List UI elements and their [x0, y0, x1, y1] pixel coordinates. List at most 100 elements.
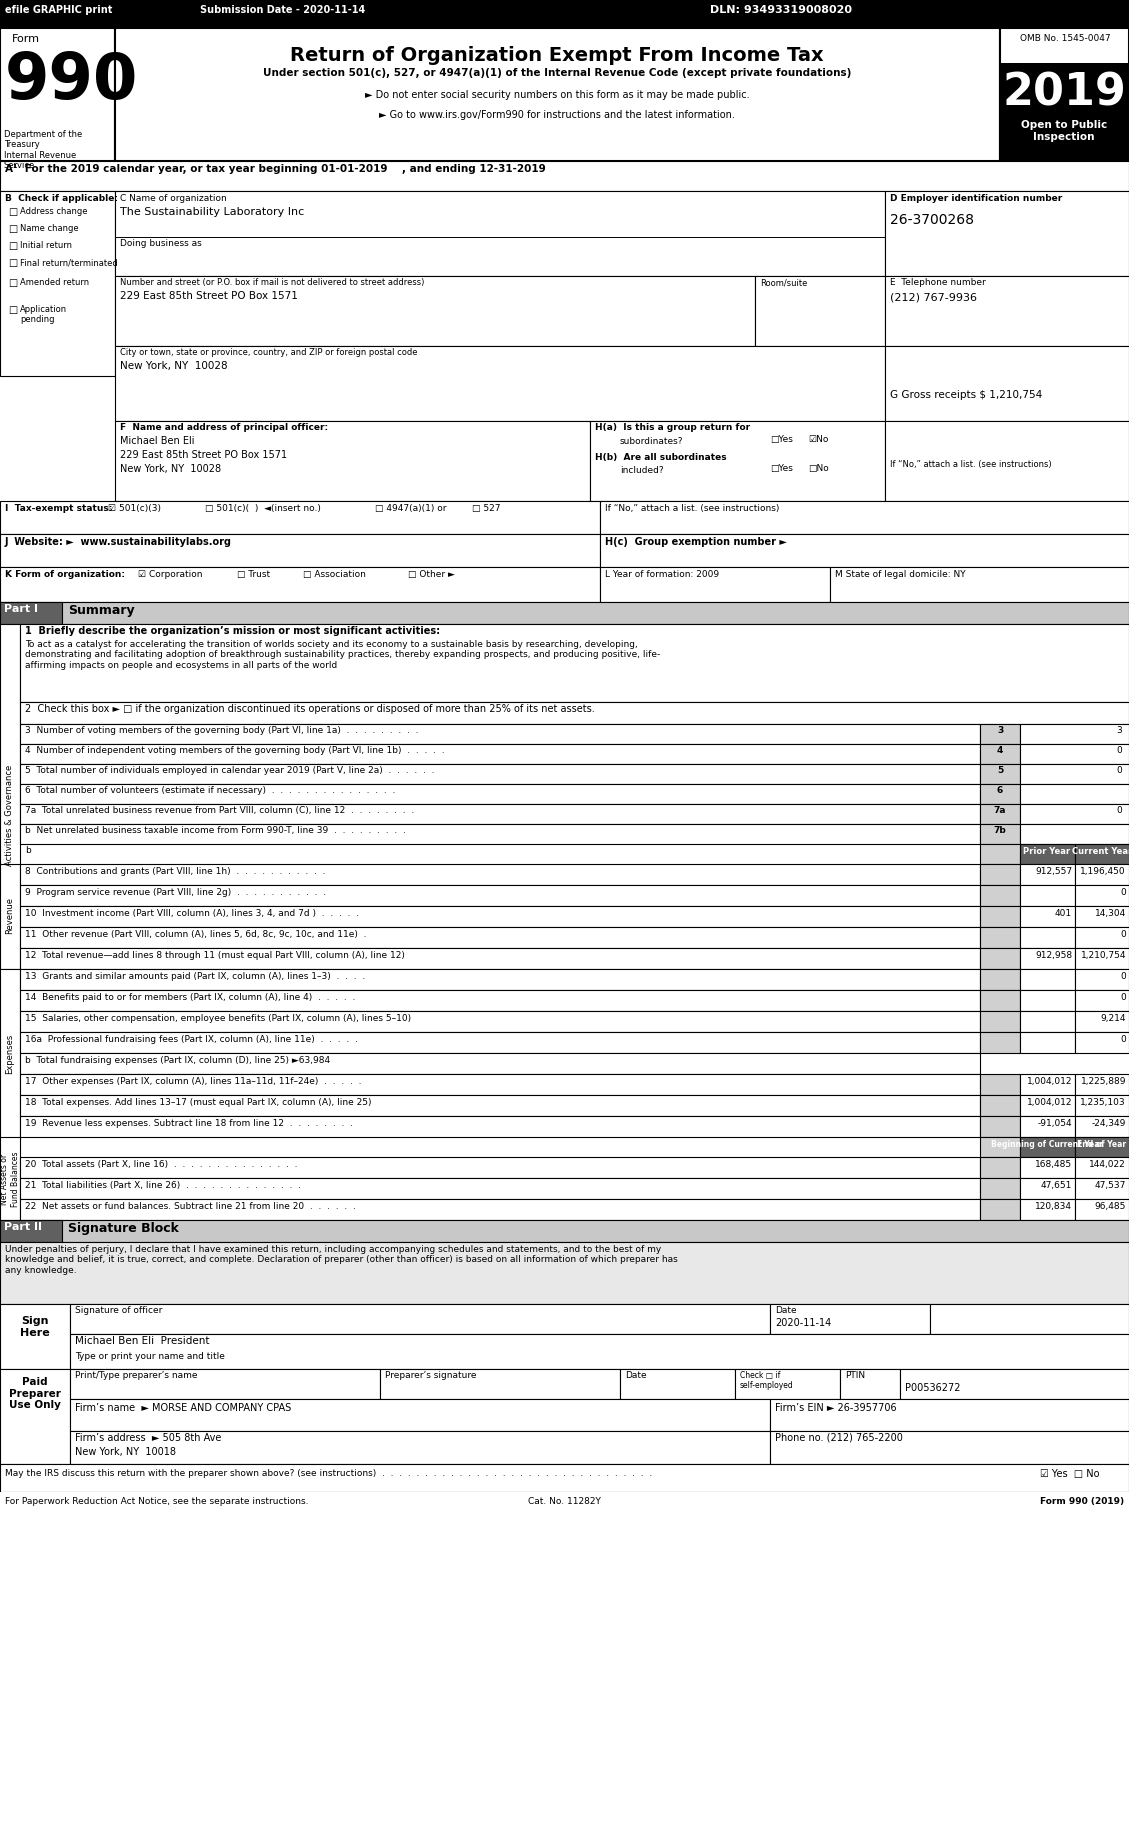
Text: 0: 0 — [1117, 766, 1122, 775]
Bar — [980, 744, 1019, 764]
Bar — [980, 1178, 1019, 1199]
Text: Amended return: Amended return — [20, 278, 89, 287]
Text: 15  Salaries, other compensation, employee benefits (Part IX, column (A), lines : 15 Salaries, other compensation, employe… — [25, 1014, 411, 1023]
Text: 6: 6 — [997, 786, 1004, 795]
Text: ► Go to www.irs.gov/Form990 for instructions and the latest information.: ► Go to www.irs.gov/Form990 for instruct… — [379, 110, 735, 121]
Bar — [980, 990, 1019, 1010]
Bar — [735, 1368, 840, 1399]
Text: Activities & Governance: Activities & Governance — [6, 764, 15, 866]
Bar — [20, 824, 980, 844]
Bar — [840, 1368, 900, 1399]
Text: 3: 3 — [1117, 725, 1122, 734]
Bar — [0, 27, 115, 161]
Text: 7a: 7a — [994, 806, 1006, 815]
Text: 1,004,012: 1,004,012 — [1026, 1098, 1073, 1107]
Text: □: □ — [8, 241, 17, 250]
Text: Firm’s name  ► MORSE AND COMPANY CPAS: Firm’s name ► MORSE AND COMPANY CPAS — [75, 1403, 291, 1412]
Bar — [20, 948, 980, 968]
Text: 6  Total number of volunteers (estimate if necessary)  .  .  .  .  .  .  .  .  .: 6 Total number of volunteers (estimate i… — [25, 786, 395, 795]
Text: □No: □No — [808, 464, 829, 473]
Bar — [980, 1156, 1019, 1178]
Text: 229 East 85th Street PO Box 1571: 229 East 85th Street PO Box 1571 — [120, 449, 287, 460]
Text: 0: 0 — [1117, 806, 1122, 815]
Bar — [20, 702, 1129, 723]
Bar — [1019, 1010, 1075, 1032]
Bar — [20, 884, 980, 906]
Text: 0: 0 — [1120, 972, 1126, 981]
Text: L Year of formation: 2009: L Year of formation: 2009 — [605, 570, 719, 579]
Text: 0: 0 — [1120, 994, 1126, 1001]
Bar — [20, 625, 1129, 702]
Text: ► Do not enter social security numbers on this form as it may be made public.: ► Do not enter social security numbers o… — [365, 90, 750, 100]
Text: 1,196,450: 1,196,450 — [1080, 868, 1126, 875]
Bar — [1019, 1032, 1075, 1052]
Bar — [1019, 723, 1129, 744]
Bar — [1075, 844, 1129, 864]
Text: 0: 0 — [1117, 745, 1122, 755]
Bar — [1075, 884, 1129, 906]
Bar — [1019, 844, 1075, 864]
Bar — [980, 884, 1019, 906]
Bar — [115, 192, 885, 276]
Text: 2  Check this box ► □ if the organization discontinued its operations or dispose: 2 Check this box ► □ if the organization… — [25, 703, 595, 714]
Text: Signature of officer: Signature of officer — [75, 1306, 163, 1315]
Text: -91,054: -91,054 — [1038, 1118, 1073, 1127]
Bar — [20, 1032, 980, 1052]
Text: To act as a catalyst for accelerating the transition of worlds society and its e: To act as a catalyst for accelerating th… — [25, 639, 660, 671]
Text: Revenue: Revenue — [6, 897, 15, 934]
Text: b  Total fundraising expenses (Part IX, column (D), line 25) ►63,984: b Total fundraising expenses (Part IX, c… — [25, 1056, 330, 1065]
Text: May the IRS discuss this return with the preparer shown above? (see instructions: May the IRS discuss this return with the… — [5, 1469, 653, 1478]
Text: Department of the
Treasury
Internal Revenue
Service: Department of the Treasury Internal Reve… — [5, 130, 82, 170]
Text: Date: Date — [774, 1306, 797, 1315]
Bar — [770, 1431, 1129, 1463]
Text: 1,004,012: 1,004,012 — [1026, 1076, 1073, 1085]
Text: -24,349: -24,349 — [1092, 1118, 1126, 1127]
Bar — [0, 864, 20, 968]
Text: Print/Type preparer’s name: Print/Type preparer’s name — [75, 1370, 198, 1379]
Bar — [1019, 864, 1075, 884]
Text: For Paperwork Reduction Act Notice, see the separate instructions.: For Paperwork Reduction Act Notice, see … — [5, 1496, 308, 1505]
Text: I  Tax-exempt status:: I Tax-exempt status: — [5, 504, 113, 513]
Bar — [20, 804, 980, 824]
Text: Name change: Name change — [20, 225, 79, 234]
Bar — [70, 1431, 770, 1463]
Text: 4  Number of independent voting members of the governing body (Part VI, line 1b): 4 Number of independent voting members o… — [25, 745, 445, 755]
Bar — [1075, 1094, 1129, 1116]
Text: ☑No: ☑No — [808, 435, 829, 444]
Text: 22  Net assets or fund balances. Subtract line 21 from line 20  .  .  .  .  .  .: 22 Net assets or fund balances. Subtract… — [25, 1202, 356, 1211]
Bar — [1075, 864, 1129, 884]
Text: 5: 5 — [997, 766, 1004, 775]
Text: 912,557: 912,557 — [1035, 868, 1073, 875]
Bar — [980, 1199, 1019, 1220]
Text: Date: Date — [625, 1370, 647, 1379]
Text: 912,958: 912,958 — [1035, 952, 1073, 959]
Text: 20  Total assets (Part X, line 16)  .  .  .  .  .  .  .  .  .  .  .  .  .  .  .: 20 Total assets (Part X, line 16) . . . … — [25, 1160, 298, 1169]
Text: If “No,” attach a list. (see instructions): If “No,” attach a list. (see instruction… — [890, 460, 1051, 470]
Text: □ 501(c)(  )  ◄(insert no.): □ 501(c)( ) ◄(insert no.) — [205, 504, 321, 513]
Text: PTIN: PTIN — [844, 1370, 865, 1379]
Bar — [885, 276, 1129, 345]
Bar — [20, 723, 980, 744]
Text: b  Net unrelated business taxable income from Form 990-T, line 39  .  .  .  .  .: b Net unrelated business taxable income … — [25, 826, 405, 835]
Bar — [1075, 906, 1129, 926]
Bar — [1075, 1074, 1129, 1094]
Text: 168,485: 168,485 — [1035, 1160, 1073, 1169]
Bar — [1000, 62, 1129, 161]
Text: H(a)  Is this a group return for: H(a) Is this a group return for — [595, 424, 750, 431]
Text: Under section 501(c), 527, or 4947(a)(1) of the Internal Revenue Code (except pr: Under section 501(c), 527, or 4947(a)(1)… — [263, 68, 851, 79]
Text: Expenses: Expenses — [6, 1034, 15, 1074]
Bar — [1075, 1136, 1129, 1156]
Bar — [980, 804, 1019, 824]
Text: 0: 0 — [1120, 888, 1126, 897]
Text: 14,304: 14,304 — [1095, 910, 1126, 917]
Bar — [1075, 1199, 1129, 1220]
Bar — [20, 1094, 980, 1116]
Bar — [1019, 968, 1075, 990]
Bar — [980, 1074, 1019, 1094]
Bar — [980, 1136, 1019, 1156]
Bar — [980, 844, 1019, 864]
Text: Number and street (or P.O. box if mail is not delivered to street address): Number and street (or P.O. box if mail i… — [120, 278, 425, 287]
Text: 12  Total revenue—add lines 8 through 11 (must equal Part VIII, column (A), line: 12 Total revenue—add lines 8 through 11 … — [25, 952, 405, 959]
Text: Form: Form — [12, 35, 40, 44]
Text: 1  Briefly describe the organization’s mission or most significant activities:: 1 Briefly describe the organization’s mi… — [25, 627, 440, 636]
